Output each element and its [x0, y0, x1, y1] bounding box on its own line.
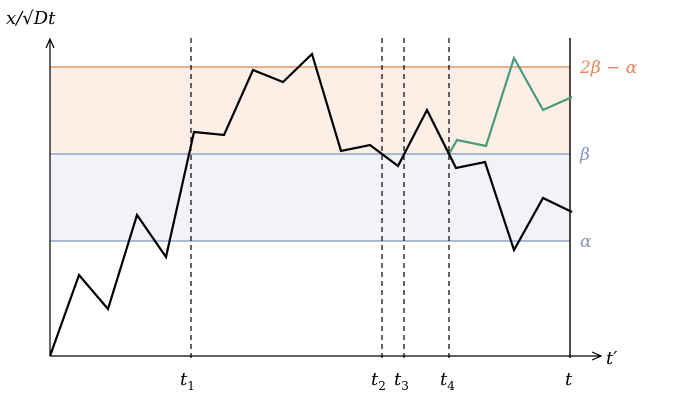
upper-region-band — [50, 67, 570, 154]
level-label-beta: β — [579, 145, 590, 165]
time-label-t1: t1 — [180, 369, 195, 393]
lower-region-band — [50, 154, 570, 241]
time-label-t: t — [565, 369, 573, 390]
x-axis-label: t′ — [606, 348, 617, 369]
y-axis-label: x/√Dt — [6, 8, 56, 29]
time-label-t2: t2 — [371, 369, 386, 393]
level-label-alpha: α — [580, 232, 592, 252]
time-label-t4: t4 — [440, 369, 455, 393]
time-label-t3: t3 — [394, 369, 409, 393]
level-label-2beta-minus-alpha: 2β − α — [579, 58, 638, 78]
